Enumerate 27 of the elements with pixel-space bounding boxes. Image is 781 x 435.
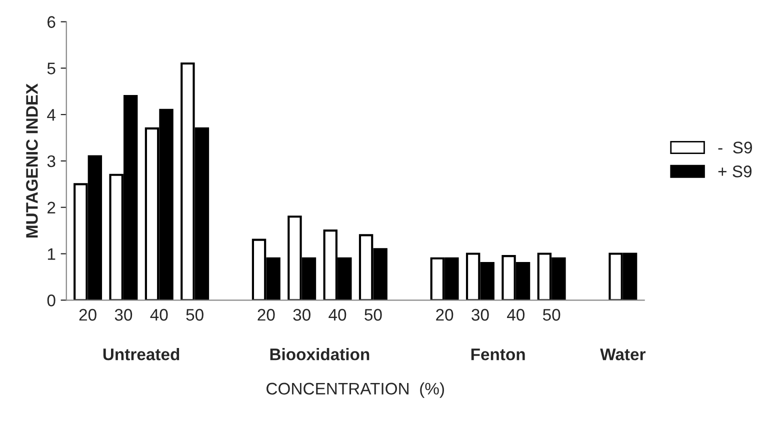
x-tick-label: 50 bbox=[186, 308, 204, 321]
y-tick-label: 4 bbox=[47, 109, 56, 121]
legend-label: + S9 bbox=[718, 166, 752, 178]
legend-label: - S9 bbox=[718, 142, 752, 154]
y-tick-label: 2 bbox=[48, 202, 56, 214]
x-tick-label: 50 bbox=[542, 308, 560, 321]
y-tick-label: 5 bbox=[47, 62, 56, 74]
y-tick-label: 6 bbox=[48, 16, 56, 28]
text: Untreated bbox=[103, 348, 180, 360]
text: Water bbox=[600, 348, 646, 360]
y-tick-label: 3 bbox=[47, 155, 56, 168]
x-tick-label: 30 bbox=[293, 308, 310, 321]
text: Biooxidation bbox=[270, 348, 370, 360]
y-axis-title: MUTAGENIC INDEX bbox=[26, 83, 38, 238]
x-tick-label: 40 bbox=[507, 308, 525, 321]
x-tick-label: 50 bbox=[364, 308, 382, 321]
x-tick-label: 30 bbox=[472, 308, 489, 321]
x-tick-label: 20 bbox=[258, 308, 275, 321]
x-tick-label: 30 bbox=[114, 308, 132, 321]
y-tick-label: 1 bbox=[48, 248, 56, 260]
x-tick-label: 20 bbox=[436, 308, 454, 321]
text: Fenton bbox=[471, 348, 525, 360]
x-tick-label: 40 bbox=[150, 308, 168, 321]
y-tick-label: 0 bbox=[47, 294, 56, 306]
x-tick-label: 40 bbox=[328, 308, 346, 321]
x-axis-title: CONCENTRATION (%) bbox=[266, 382, 444, 398]
x-tick-label: 20 bbox=[79, 308, 96, 321]
